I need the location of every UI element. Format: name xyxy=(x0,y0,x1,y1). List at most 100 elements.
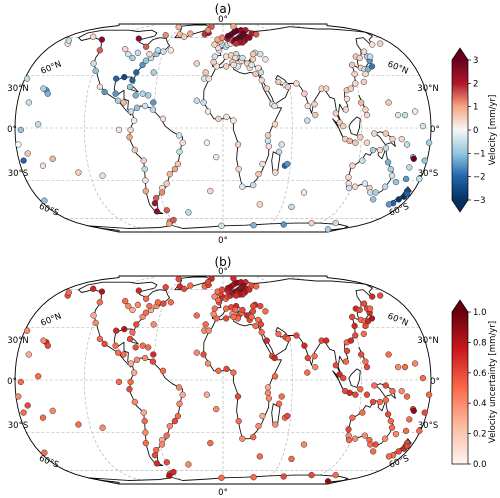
station-velocity-marker xyxy=(381,183,389,190)
station-uncertainty-marker xyxy=(403,393,411,400)
station-velocity-marker xyxy=(125,50,132,58)
panel-b-lat-right-30s: 30°S xyxy=(418,421,438,431)
station-velocity-marker xyxy=(376,146,384,154)
station-uncertainty-marker xyxy=(362,322,369,330)
station-uncertainty-marker xyxy=(369,398,377,406)
station-uncertainty-marker xyxy=(382,397,390,404)
station-uncertainty-marker xyxy=(352,391,359,398)
station-uncertainty-marker xyxy=(402,427,410,435)
colorbar-tick-label: 0.2 xyxy=(473,430,487,440)
station-velocity-marker xyxy=(129,54,136,62)
station-velocity-marker xyxy=(332,110,339,117)
station-uncertainty-marker xyxy=(262,308,269,315)
panel-b-colorbar-outline xyxy=(451,299,469,465)
panel-b-lat-right-30n: 30°N xyxy=(417,336,438,346)
station-velocity-marker xyxy=(402,175,410,183)
station-uncertainty-marker xyxy=(213,315,220,322)
station-uncertainty-marker xyxy=(92,319,99,327)
station-uncertainty-marker xyxy=(170,468,177,476)
station-uncertainty-marker xyxy=(15,393,22,400)
station-velocity-marker xyxy=(389,135,396,143)
station-velocity-marker xyxy=(25,99,32,106)
station-uncertainty-marker xyxy=(185,461,192,468)
station-uncertainty-marker xyxy=(90,312,97,319)
station-uncertainty-marker xyxy=(250,433,257,441)
station-uncertainty-marker xyxy=(389,387,396,395)
station-uncertainty-marker xyxy=(392,430,400,438)
station-velocity-marker xyxy=(300,189,308,196)
station-velocity-marker xyxy=(308,219,315,227)
station-uncertainty-marker xyxy=(20,409,27,416)
station-uncertainty-marker xyxy=(387,417,394,425)
station-velocity-marker xyxy=(370,196,377,203)
station-uncertainty-marker xyxy=(351,322,358,330)
colorbar-tick-label: 0.0 xyxy=(473,460,487,470)
station-uncertainty-marker xyxy=(150,351,157,358)
station-uncertainty-marker xyxy=(151,452,159,459)
station-velocity-marker xyxy=(262,56,269,63)
panel-b-uncertainty-map: (b) 0° 0° 60°N 30°N 0° 30°S 60°S 60°N 30… xyxy=(7,255,498,498)
station-velocity-marker xyxy=(163,207,170,214)
station-uncertainty-marker xyxy=(284,412,291,420)
station-velocity-marker xyxy=(367,189,374,196)
station-velocity-marker xyxy=(362,70,369,78)
station-uncertainty-marker xyxy=(340,374,347,382)
station-velocity-marker xyxy=(252,70,259,78)
station-velocity-marker xyxy=(249,56,257,63)
station-uncertainty-marker xyxy=(129,306,136,314)
station-uncertainty-marker xyxy=(166,422,173,430)
station-velocity-marker xyxy=(250,181,257,189)
station-uncertainty-marker xyxy=(122,297,129,305)
station-uncertainty-marker xyxy=(141,354,149,362)
panel-b-lat-left-0: 0° xyxy=(7,377,17,387)
station-velocity-marker xyxy=(207,187,214,195)
station-uncertainty-marker xyxy=(255,422,262,430)
station-velocity-marker xyxy=(265,143,273,150)
station-velocity-marker xyxy=(256,201,263,208)
station-velocity-marker xyxy=(151,200,159,207)
station-velocity-marker xyxy=(179,139,186,146)
station-velocity-marker xyxy=(180,33,188,40)
station-uncertainty-marker xyxy=(300,441,308,448)
station-velocity-marker xyxy=(185,209,192,216)
station-velocity-marker xyxy=(323,85,330,92)
station-velocity-marker xyxy=(332,219,339,227)
station-velocity-marker xyxy=(98,36,106,43)
station-velocity-marker xyxy=(129,77,136,84)
station-velocity-marker xyxy=(210,58,217,66)
station-velocity-marker xyxy=(272,169,279,176)
station-velocity-marker xyxy=(145,92,152,99)
station-uncertainty-marker xyxy=(139,313,146,321)
station-velocity-marker xyxy=(264,132,272,139)
station-velocity-marker xyxy=(258,77,265,84)
station-velocity-marker xyxy=(230,117,237,124)
station-uncertainty-marker xyxy=(149,358,157,365)
station-uncertainty-marker xyxy=(39,414,47,421)
station-velocity-marker xyxy=(174,160,182,168)
station-velocity-marker xyxy=(349,162,356,169)
panel-a-lat-right-30n: 30°N xyxy=(417,84,438,94)
station-uncertainty-marker xyxy=(359,409,366,416)
station-uncertainty-marker xyxy=(142,295,150,302)
station-velocity-marker xyxy=(140,157,147,164)
colorbar-tick-label: −2 xyxy=(473,173,486,183)
colorbar-tick-label: 0.8 xyxy=(473,338,487,348)
station-velocity-marker xyxy=(99,172,106,179)
colorbar-tick-label: −1 xyxy=(473,149,486,159)
station-uncertainty-marker xyxy=(248,313,255,321)
station-velocity-marker xyxy=(263,85,270,92)
station-uncertainty-marker xyxy=(253,283,260,290)
station-velocity-marker xyxy=(223,113,230,121)
station-uncertainty-marker xyxy=(127,360,135,367)
station-velocity-marker xyxy=(404,190,411,198)
station-velocity-marker xyxy=(218,34,226,41)
station-uncertainty-marker xyxy=(239,435,246,442)
station-velocity-marker xyxy=(275,78,282,86)
station-velocity-marker xyxy=(17,126,24,134)
station-velocity-marker xyxy=(366,53,374,60)
station-uncertainty-marker xyxy=(141,417,148,425)
station-velocity-marker xyxy=(411,108,419,115)
colorbar-tick-label: 0.4 xyxy=(473,399,487,409)
station-uncertainty-marker xyxy=(369,293,376,300)
station-uncertainty-marker xyxy=(113,327,120,334)
